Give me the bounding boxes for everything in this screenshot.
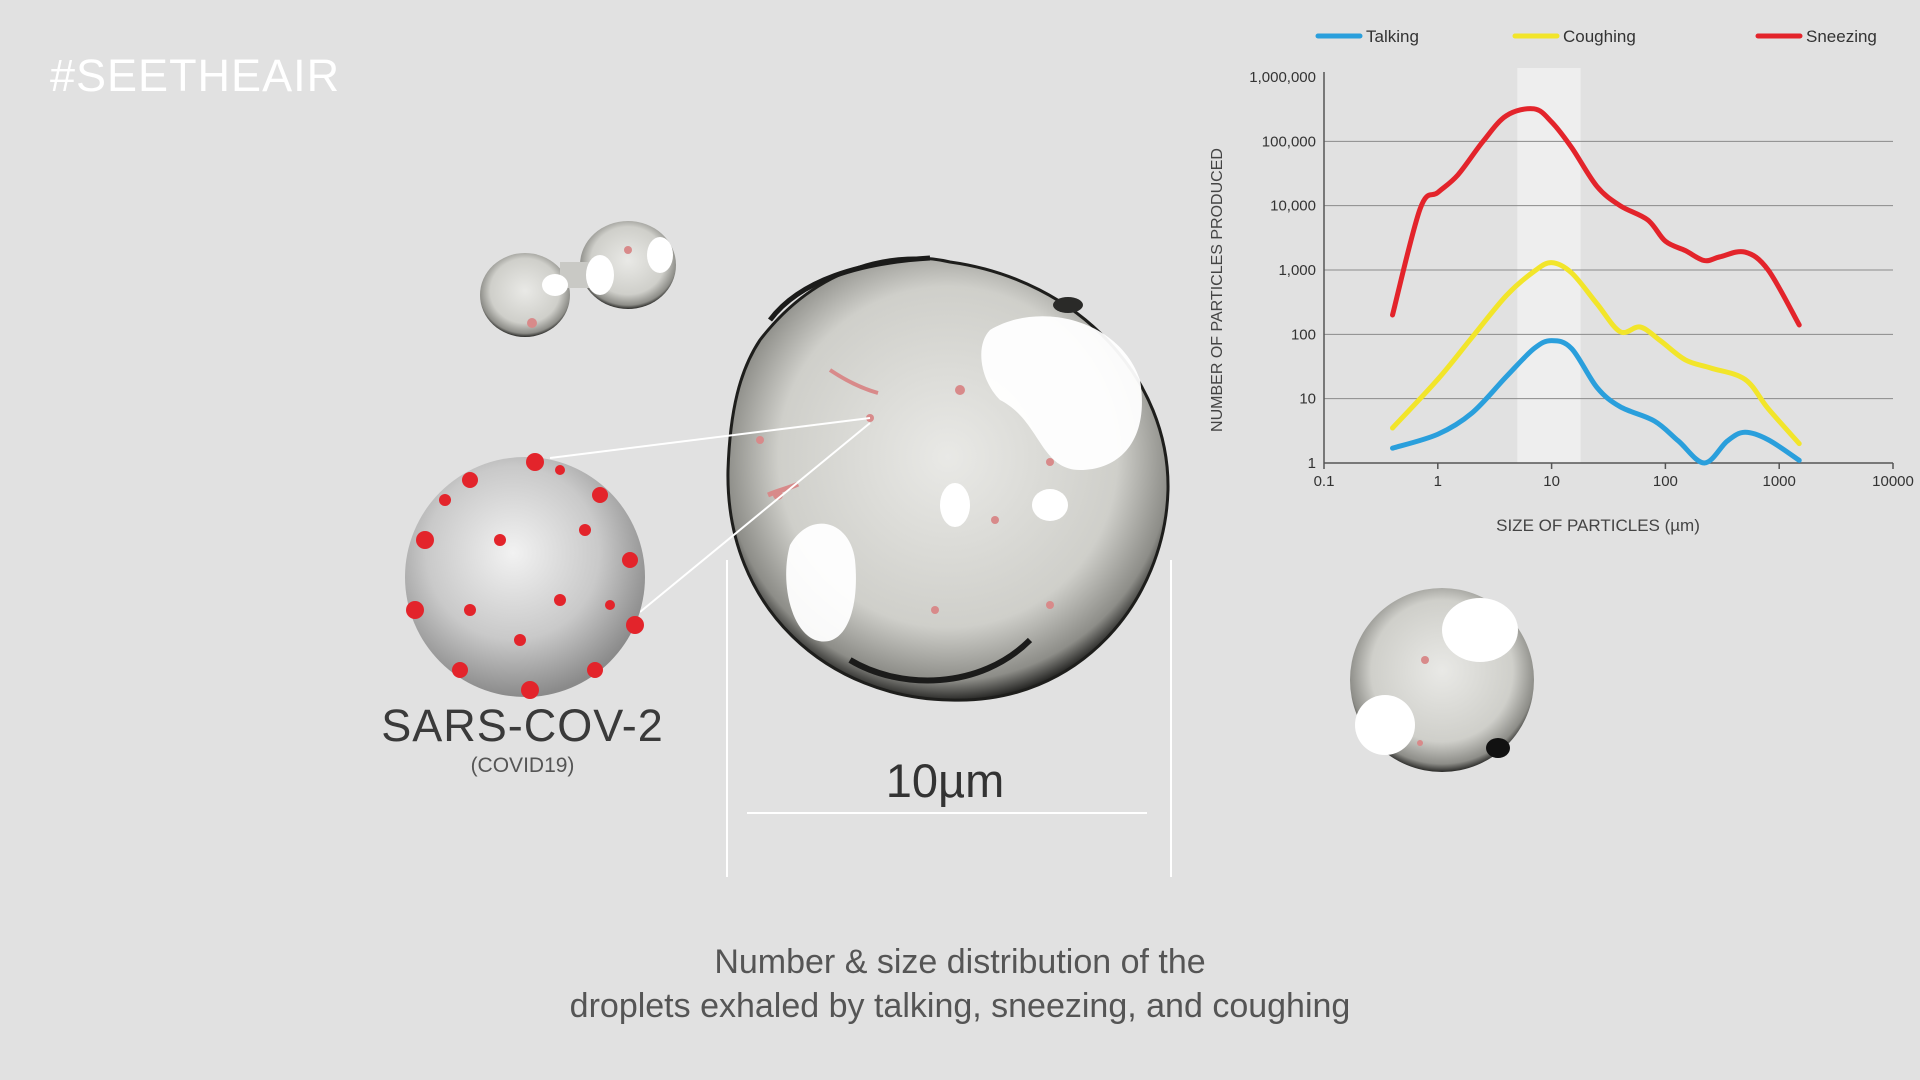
small-double-droplet bbox=[480, 221, 676, 337]
legend-label-sneezing: Sneezing bbox=[1806, 27, 1877, 46]
particle-distribution-chart: Talking Coughing Sneezing 1 10 100 1,000 10,00… bbox=[1209, 27, 1914, 535]
y-axis-label: NUMBER OF PARTICLES PRODUCED bbox=[1209, 148, 1226, 432]
virus-name: SARS-COV-2 bbox=[381, 700, 664, 751]
virus-subtitle: (COVID19) bbox=[470, 754, 575, 777]
x-tick-label: 100 bbox=[1653, 473, 1678, 490]
small-right-droplet bbox=[1350, 588, 1534, 772]
chart-gridlines bbox=[1324, 140, 1893, 400]
y-tick-label: 100 bbox=[1291, 326, 1316, 343]
virus-label: SARS-COV-2 (COVID19) bbox=[370, 700, 675, 778]
scale-bar bbox=[726, 560, 1172, 877]
highlight-band bbox=[1517, 68, 1581, 463]
y-tick-label: 10,000 bbox=[1270, 198, 1316, 215]
chart-legend: Talking Coughing Sneezing bbox=[1315, 27, 1877, 46]
y-tick-label: 1,000 bbox=[1278, 262, 1316, 279]
chart-series-lines bbox=[1390, 106, 1802, 466]
virus-illustration bbox=[405, 417, 871, 699]
x-tick-label: 1000 bbox=[1763, 473, 1796, 490]
chart-axes bbox=[1323, 72, 1894, 469]
caption-line-1: Number & size distribution of the bbox=[714, 943, 1206, 981]
series-line-coughing bbox=[1390, 260, 1802, 447]
series-line-talking bbox=[1390, 338, 1802, 466]
x-tick-label: 1 bbox=[1434, 473, 1442, 490]
y-tick-label: 1,000,000 bbox=[1249, 69, 1316, 86]
caption-line-2: droplets exhaled by talking, sneezing, a… bbox=[569, 987, 1351, 1025]
x-tick-label: 10000 bbox=[1872, 473, 1914, 490]
legend-label-talking: Talking bbox=[1366, 27, 1419, 46]
large-droplet bbox=[726, 255, 1170, 702]
series-line-sneezing bbox=[1390, 106, 1802, 328]
x-tick-label: 10 bbox=[1543, 473, 1560, 490]
y-tick-label: 1 bbox=[1308, 455, 1316, 472]
y-tick-label: 100,000 bbox=[1262, 133, 1316, 150]
scale-label: 10µm bbox=[885, 754, 1005, 807]
hashtag-title: #SEETHEAIR bbox=[50, 50, 341, 101]
legend-label-coughing: Coughing bbox=[1563, 27, 1636, 46]
x-tick-label: 0.1 bbox=[1314, 473, 1335, 490]
x-axis-label: SIZE OF PARTICLES (µm) bbox=[1496, 516, 1700, 535]
caption: Number & size distribution of the drople… bbox=[0, 940, 1920, 1028]
y-tick-label: 10 bbox=[1299, 391, 1316, 408]
